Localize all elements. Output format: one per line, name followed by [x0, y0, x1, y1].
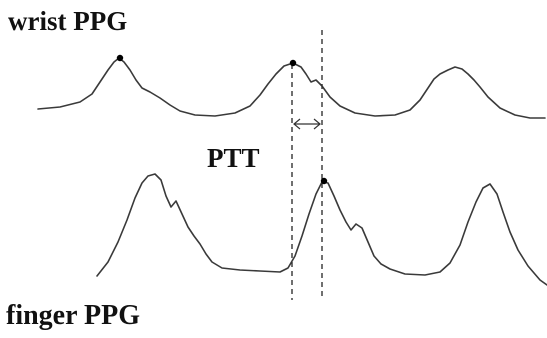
wrist-ppg-waveform [37, 57, 546, 119]
ptt-label: PTT [207, 143, 260, 173]
finger-peak-dot [320, 177, 328, 185]
wrist-peak-dot-1 [116, 54, 124, 62]
wrist-ppg-label: wrist PPG [8, 6, 128, 36]
finger-ppg-label: finger PPG [6, 300, 141, 331]
ptt-arrowhead-left [293, 118, 301, 130]
wrist-peak-dot-2 [289, 59, 297, 67]
ptt-arrowhead-right [313, 118, 321, 130]
